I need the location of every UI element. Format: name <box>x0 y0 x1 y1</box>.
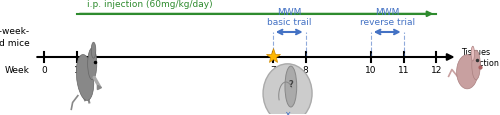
Text: 7: 7 <box>270 65 276 74</box>
Circle shape <box>472 51 480 80</box>
Text: 0: 0 <box>42 65 47 74</box>
Ellipse shape <box>471 47 474 61</box>
Text: 11: 11 <box>398 65 409 74</box>
Text: 12: 12 <box>430 65 442 74</box>
Ellipse shape <box>76 55 94 101</box>
Text: MWM
basic trail: MWM basic trail <box>267 8 312 27</box>
Circle shape <box>91 43 96 59</box>
Text: 5-week-
old mice: 5-week- old mice <box>0 27 30 47</box>
Text: 10: 10 <box>365 65 376 74</box>
Ellipse shape <box>456 55 478 89</box>
Text: Tissues
collection: Tissues collection <box>460 47 500 68</box>
Circle shape <box>285 66 296 107</box>
Text: 8: 8 <box>302 65 308 74</box>
Circle shape <box>88 49 97 80</box>
Ellipse shape <box>263 64 312 115</box>
Text: Week: Week <box>4 65 29 74</box>
Text: MWM
reverse trial: MWM reverse trial <box>360 8 415 27</box>
Text: i.p. injection (60mg/kg/day): i.p. injection (60mg/kg/day) <box>86 0 212 9</box>
Text: ?: ? <box>288 79 293 88</box>
Text: ✕: ✕ <box>284 108 291 115</box>
Text: 1: 1 <box>74 65 80 74</box>
